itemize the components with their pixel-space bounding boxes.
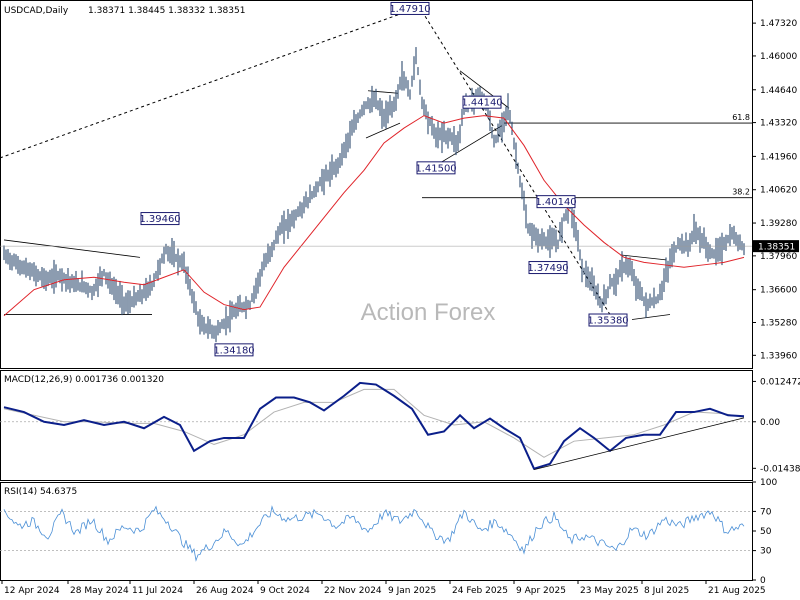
- x-tick-label: 22 Nov 2024: [324, 586, 382, 596]
- macd-trend-line: [533, 417, 745, 471]
- rsi-line: [3, 505, 745, 562]
- price-y-tick-label: 1.47320: [760, 19, 797, 29]
- fib-level-label: 61.8: [732, 113, 750, 122]
- price-y-tick-label: 1.35280: [760, 318, 797, 328]
- rsi-y-tick-label: 100: [760, 478, 777, 488]
- pattern-line: [365, 122, 401, 139]
- ohlc-readout: 1.38371 1.38445 1.38332 1.38351: [88, 6, 245, 16]
- price-level-label: 1.40140: [535, 197, 576, 208]
- price-level-box: [528, 261, 568, 275]
- price-level-label: 1.44140: [461, 98, 502, 109]
- price-level-box: [390, 1, 430, 15]
- symbol-label: USDCAD,Daily: [4, 6, 69, 16]
- price-level-box: [462, 95, 502, 109]
- x-tick-label: 21 Aug 2025: [708, 586, 766, 596]
- x-tick-label: 23 May 2025: [580, 586, 639, 596]
- rsi-y-tick-label: 70: [760, 507, 772, 517]
- macd-y-tick-label: 0.012472: [760, 377, 800, 387]
- trend-dashed-line: [0, 10, 409, 159]
- pattern-line: [3, 239, 141, 258]
- current-price-tag: [753, 240, 799, 253]
- macd-y-tick-label: 0.00: [760, 418, 780, 428]
- price-level-box: [140, 212, 180, 226]
- price-y-tick-label: 1.40620: [760, 186, 797, 196]
- price-level-box: [536, 195, 576, 209]
- x-tick-label: 12 Apr 2024: [4, 586, 60, 596]
- macd-y-tick-label: -0.014389: [760, 464, 800, 474]
- current-price-value: 1.38351: [758, 243, 795, 253]
- price-level-label: 1.34180: [213, 345, 254, 356]
- macd-pane-frame: [0, 370, 753, 481]
- x-tick-label: 26 Aug 2024: [196, 586, 254, 596]
- price-y-tick-label: 1.36600: [760, 286, 797, 296]
- fib-level-label: 38.2: [732, 188, 750, 197]
- price-level-label: 1.47910: [389, 4, 430, 15]
- price-y-tick-label: 1.33960: [760, 351, 797, 361]
- pattern-line: [367, 90, 399, 94]
- price-level-box: [214, 343, 254, 357]
- x-tick-label: 28 May 2024: [70, 586, 129, 596]
- price-level-box: [416, 161, 456, 175]
- price-level-label: 1.41500: [415, 163, 456, 174]
- price-level-box: [588, 313, 628, 327]
- rsi-y-tick-label: 0: [760, 576, 766, 586]
- pattern-line: [631, 314, 671, 320]
- x-tick-label: 9 Oct 2024: [260, 586, 310, 596]
- price-y-tick-label: 1.41960: [760, 152, 797, 162]
- x-tick-label: 8 Jul 2025: [644, 586, 689, 596]
- x-tick-label: 11 Jul 2024: [132, 586, 183, 596]
- pattern-line: [431, 125, 503, 169]
- pattern-line: [619, 254, 667, 261]
- x-tick-label: 9 Apr 2025: [516, 586, 566, 596]
- rsi-y-tick-label: 50: [760, 527, 772, 537]
- price-y-tick-label: 1.44640: [760, 86, 797, 96]
- rsi-y-tick-label: 30: [760, 547, 772, 557]
- price-y-tick-label: 1.39280: [760, 219, 797, 229]
- rsi-pane-frame: [0, 482, 753, 581]
- price-y-tick-label: 1.37960: [760, 252, 797, 262]
- rsi-title: RSI(14) 54.6375: [4, 487, 77, 497]
- price-level-label: 1.39460: [139, 214, 180, 225]
- macd-line: [3, 381, 745, 470]
- price-y-tick-label: 1.43320: [760, 119, 797, 129]
- x-tick-label: 24 Feb 2025: [452, 586, 508, 596]
- x-tick-label: 9 Jan 2025: [388, 586, 436, 596]
- watermark: Action Forex: [361, 299, 496, 326]
- price-pane-frame: [0, 0, 753, 369]
- price-level-label: 1.35380: [587, 316, 628, 327]
- moving-average-line: [3, 115, 745, 317]
- price-level-label: 1.37490: [527, 263, 568, 274]
- price-y-tick-label: 1.46000: [760, 52, 797, 62]
- macd-title: MACD(12,26,9) 0.001736 0.001320: [4, 375, 164, 385]
